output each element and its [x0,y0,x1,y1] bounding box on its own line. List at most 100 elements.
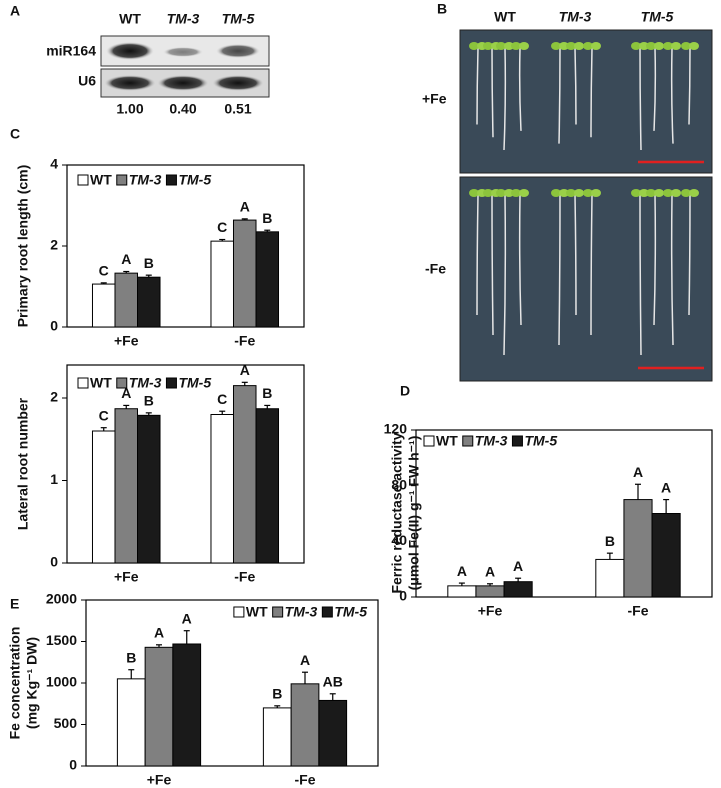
seedling-leaf [551,42,561,50]
significance-letter: A [300,652,310,668]
blot-row: U6 [78,73,96,89]
seedling-leaf [689,42,699,50]
seedling-leaf [566,189,576,197]
y-tick-label: 0 [50,318,58,334]
y-tick-label: 80 [391,476,407,492]
y-tick-label: 2000 [46,591,77,607]
panel-label: E [10,596,19,612]
seedling-leaf [646,189,656,197]
seedling-leaf [559,42,569,50]
seedling-leaf [551,189,561,197]
y-tick-label: 0 [399,588,407,604]
blot-quantity: 1.00 [116,101,143,117]
bar [210,414,234,564]
seedling-root [518,194,522,326]
significance-letter: A [154,625,164,641]
seedling-leaf [504,42,514,50]
significance-letter: AB [323,673,343,689]
y-tick-label: 1 [50,471,58,487]
seedling-leaf [483,189,493,197]
y-axis-title: (μmol Fe(II) g⁻¹ FW h⁻¹) [406,436,422,591]
significance-letter: C [217,391,227,407]
significance-letter: A [661,479,671,495]
y-tick-label: 0 [69,757,77,773]
legend-label: TM-5 [178,172,211,188]
blot-band [106,42,154,60]
bar [144,646,174,767]
y-tick-label: 2 [50,389,58,405]
photo-column: WT [494,9,516,25]
seedling-leaf [469,189,479,197]
legend-swatch [423,435,435,447]
seedling-leaf [583,189,593,197]
photo-column: TM-3 [559,9,592,25]
blot-column: TM-5 [222,11,255,27]
significance-letter: C [99,407,109,423]
significance-letter: C [217,219,227,235]
y-axis-title: Ferric reductase activity [389,432,405,593]
x-tick-label: -Fe [628,603,649,619]
x-tick-label: -Fe [234,333,255,349]
seedling-leaf [566,42,576,50]
y-tick-label: 1500 [46,632,77,648]
significance-letter: C [99,263,109,279]
legend-swatch [511,435,523,447]
bar [114,408,139,564]
blot-band [104,75,156,91]
y-tick-label: 2 [50,237,58,253]
panel-label: B [437,1,447,17]
seedling-leaf [591,42,601,50]
y-tick-label: 40 [391,532,407,548]
y-tick-label: 120 [384,421,408,437]
bar [91,430,116,564]
seedling-root [558,194,561,346]
bar [137,414,161,564]
seedling-leaf [574,42,584,50]
significance-letter: B [144,393,154,409]
significance-letter: A [121,251,131,267]
bar [255,231,280,328]
bar [475,585,505,598]
bar [91,283,116,328]
significance-letter: A [485,563,495,579]
seedling-leaf [646,42,656,50]
significance-letter: A [457,563,467,579]
seedling-root [653,47,657,131]
seedling-root [518,47,522,131]
bar [262,707,292,767]
significance-letter: B [262,385,272,401]
legend: WT TM-3 TM-5 [233,604,367,620]
seedling-root [639,47,642,151]
blot-band [157,75,209,91]
photo [459,176,713,382]
legend: WT TM-3 TM-5 [423,433,557,449]
blot-quantity: 0.51 [224,101,251,117]
seedling-leaf [559,189,569,197]
x-tick-label: +Fe [478,603,503,619]
significance-letter: A [240,199,250,215]
blot-band [163,47,203,57]
legend-swatch [116,377,128,389]
significance-letter: A [513,558,523,574]
seedling-leaf [574,189,584,197]
blot-row: miR164 [46,43,96,59]
blot-quantity: 0.40 [169,101,196,117]
photo-group [459,29,713,382]
y-tick-label: 4 [50,156,58,172]
legend-label: TM-5 [524,433,557,449]
bar [503,581,533,598]
significance-letter: A [182,610,192,626]
seedling-leaf [639,42,649,50]
seedling-leaf [511,42,521,50]
seedling-leaf [671,42,681,50]
legend-label: WT [436,433,458,449]
seedling-root [653,194,657,326]
blot-band [216,44,260,58]
plot-frame [415,429,713,598]
significance-letter: A [121,385,131,401]
seedling-root [590,47,593,138]
bar [172,643,202,767]
legend-swatch [116,174,128,186]
legend-swatch [233,606,245,618]
seedling-leaf [681,42,691,50]
